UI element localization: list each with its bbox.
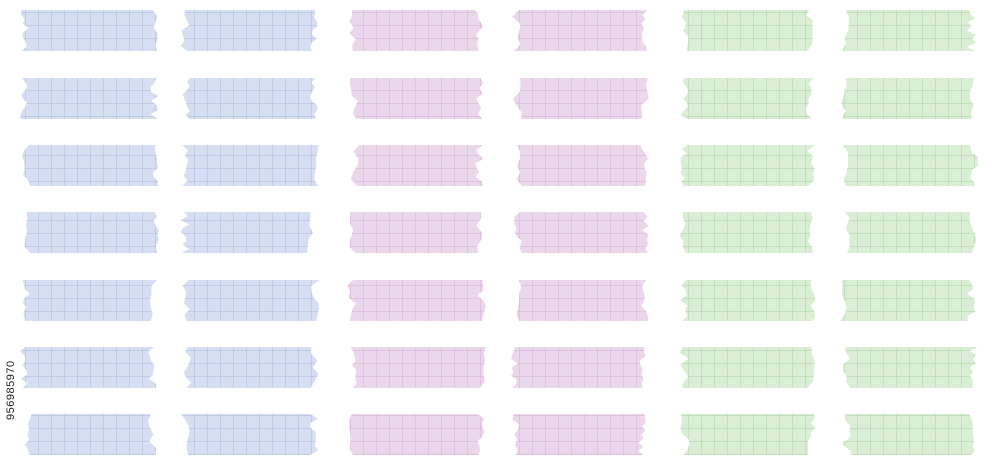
washi-tape <box>22 145 159 186</box>
washi-tape <box>347 280 486 321</box>
washi-tape <box>842 347 978 388</box>
washi-tape <box>181 145 319 186</box>
washi-tape <box>350 347 486 388</box>
washi-tape <box>516 145 648 186</box>
washi-tape <box>842 10 976 51</box>
washi-tape <box>842 414 975 455</box>
washi-tape <box>842 145 979 186</box>
washi-tape <box>348 414 485 455</box>
washi-tape <box>681 10 813 51</box>
stock-id: 956985970 <box>5 360 17 420</box>
washi-tape <box>183 347 319 388</box>
washi-tape <box>350 145 484 186</box>
washi-tape <box>180 212 313 253</box>
washi-tape <box>844 212 977 253</box>
washi-tape <box>514 212 649 253</box>
washi-tape <box>840 280 976 321</box>
washi-tape <box>20 10 158 51</box>
washi-tape <box>181 10 318 51</box>
washi-tape <box>20 347 157 388</box>
washi-tape <box>182 280 320 321</box>
washi-tape <box>680 347 815 388</box>
washi-tape <box>516 280 649 321</box>
washi-tape <box>513 78 649 119</box>
washi-tape <box>680 414 816 455</box>
washi-tape <box>349 10 484 51</box>
washi-tape <box>512 10 648 51</box>
washi-tape <box>680 280 816 321</box>
washi-tape <box>841 78 974 119</box>
washi-tape <box>680 78 814 119</box>
washi-tape <box>22 280 157 321</box>
washi-tape <box>24 212 159 253</box>
washi-tape <box>511 347 646 388</box>
washi-tape <box>349 212 482 253</box>
washi-tape <box>350 78 483 119</box>
washi-tape <box>181 414 318 455</box>
washi-tape <box>680 145 816 186</box>
washi-tape <box>679 212 813 253</box>
tape-grid <box>20 10 979 455</box>
washi-tape <box>182 78 318 119</box>
washi-tape <box>25 414 157 455</box>
washi-tape <box>20 78 159 119</box>
washi-tape <box>512 414 646 455</box>
